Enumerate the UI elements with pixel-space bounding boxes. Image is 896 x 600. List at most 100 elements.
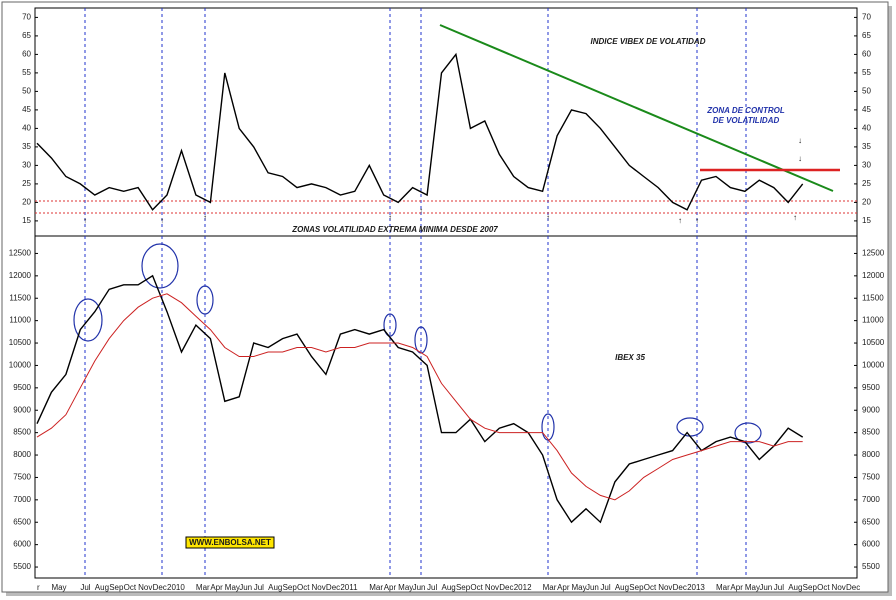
y-tick-label: 55 bbox=[22, 68, 31, 77]
annotation: DE VOLATILIDAD bbox=[713, 116, 780, 125]
y-tick-label: 55 bbox=[862, 68, 871, 77]
x-tick-label: Aug bbox=[788, 583, 802, 592]
y-tick-label: 45 bbox=[22, 105, 31, 114]
x-tick-label: Mar bbox=[369, 583, 383, 592]
svg-text:↑: ↑ bbox=[695, 216, 699, 225]
ibex-title: IBEX 35 bbox=[615, 353, 645, 362]
y-tick-label: 11000 bbox=[9, 316, 31, 325]
y-tick-label: 12500 bbox=[9, 249, 32, 258]
x-tick-label: May bbox=[745, 583, 760, 592]
trend-line bbox=[439, 24, 834, 192]
y-tick-label: 7000 bbox=[13, 495, 31, 504]
vibex-title: INDICE VIBEX DE VOLATIDAD bbox=[591, 37, 706, 46]
x-tick-label: Aug bbox=[615, 583, 629, 592]
svg-text:↓: ↓ bbox=[798, 136, 802, 145]
x-tick-label: Aug bbox=[441, 583, 455, 592]
x-tick-label: Oct bbox=[470, 583, 483, 592]
y-tick-label: 9500 bbox=[862, 383, 880, 392]
y-tick-label: 12000 bbox=[862, 271, 885, 280]
y-tick-label: 35 bbox=[862, 142, 871, 151]
x-tick-label: Sep bbox=[283, 583, 298, 592]
x-tick-label: Jul bbox=[80, 583, 90, 592]
x-tick-label: Nov bbox=[311, 583, 325, 592]
series-line bbox=[36, 293, 803, 501]
x-tick-label: Dec bbox=[326, 583, 340, 592]
svg-text:↑: ↑ bbox=[388, 213, 392, 222]
frame bbox=[1, 1, 889, 593]
svg-text:↓: ↓ bbox=[798, 154, 802, 163]
x-tick-label: Jul bbox=[427, 583, 437, 592]
x-tick-label: Aug bbox=[95, 583, 109, 592]
y-tick-label: 60 bbox=[22, 50, 31, 59]
arrows: ↑ ↑ ↑ ↑ ↑ ↑ ↑ ↑ ↑ ↓ ↓ bbox=[83, 136, 802, 225]
y-tick-label: 8000 bbox=[13, 450, 31, 459]
y-tick-label: 12500 bbox=[862, 249, 885, 258]
x-tick-label: Apr bbox=[210, 583, 223, 592]
x-tick-label: 2013 bbox=[687, 583, 705, 592]
x-tick-label: Nov bbox=[832, 583, 846, 592]
x-tick-label: Oct bbox=[644, 583, 657, 592]
plot-border bbox=[34, 7, 858, 579]
x-tick-label: Sep bbox=[629, 583, 644, 592]
y-tick-label: 11500 bbox=[9, 293, 31, 302]
y-tick-label: 10500 bbox=[9, 338, 32, 347]
y-tick-label: 70 bbox=[862, 13, 871, 22]
reference-lines bbox=[84, 8, 747, 578]
y-tick-label: 50 bbox=[22, 87, 31, 96]
watermark: WWW.ENBOLSA.NET bbox=[189, 538, 271, 547]
y-tick-label: 40 bbox=[22, 124, 31, 133]
x-tick-label: May bbox=[398, 583, 413, 592]
x-tick-label: 2012 bbox=[514, 583, 532, 592]
x-tick-label: Oct bbox=[817, 583, 830, 592]
svg-text:↑: ↑ bbox=[546, 213, 550, 222]
x-tick-label: Apr bbox=[384, 583, 397, 592]
x-tick-label: Apr bbox=[557, 583, 570, 592]
x-tick-label: r bbox=[37, 583, 40, 592]
y-tick-label: 6000 bbox=[13, 540, 31, 549]
x-tick-label: Sep bbox=[456, 583, 471, 592]
x-tick-label: Mar bbox=[196, 583, 210, 592]
x-tick-label: Sep bbox=[803, 583, 818, 592]
y-tick-label: 15 bbox=[862, 216, 871, 225]
x-tick-label: May bbox=[225, 583, 240, 592]
y-tick-label: 10000 bbox=[9, 361, 32, 370]
y-tick-label: 8500 bbox=[13, 428, 31, 437]
y-tick-label: 20 bbox=[22, 198, 31, 207]
x-tick-label: Jul bbox=[600, 583, 610, 592]
y-tick-label: 6500 bbox=[13, 517, 31, 526]
y-tick-label: 9000 bbox=[862, 405, 880, 414]
x-tick-label: Apr bbox=[730, 583, 743, 592]
y-tick-label: 60 bbox=[862, 50, 871, 59]
y-tick-label: 7500 bbox=[13, 473, 31, 482]
y-tick-label: 70 bbox=[22, 13, 31, 22]
svg-text:↑: ↑ bbox=[83, 216, 87, 225]
x-tick-label: Oct bbox=[124, 583, 137, 592]
x-tick-label: Jun bbox=[413, 583, 426, 592]
x-tick-label: Jul bbox=[774, 583, 784, 592]
x-tick-label: Jun bbox=[239, 583, 252, 592]
x-tick-label: 2010 bbox=[167, 583, 185, 592]
x-tick-label: Jul bbox=[254, 583, 264, 592]
x-tick-label: Jun bbox=[759, 583, 772, 592]
x-tick-label: Jun bbox=[586, 583, 599, 592]
x-tick-label: May bbox=[572, 583, 587, 592]
y-tick-label: 40 bbox=[862, 124, 871, 133]
svg-text:↑: ↑ bbox=[160, 216, 164, 225]
annotation: ZONAS VOLATILIDAD EXTREMA MINIMA DESDE 2… bbox=[291, 225, 498, 234]
y-tick-label: 30 bbox=[22, 161, 31, 170]
y-tick-label: 11500 bbox=[862, 293, 884, 302]
svg-text:↑: ↑ bbox=[419, 206, 423, 215]
x-tick-label: Nov bbox=[485, 583, 499, 592]
y-tick-label: 35 bbox=[22, 142, 31, 151]
y-tick-label: 30 bbox=[862, 161, 871, 170]
y-tick-label: 65 bbox=[22, 31, 31, 40]
svg-text:↑: ↑ bbox=[793, 213, 797, 222]
watermark-box bbox=[185, 536, 275, 549]
x-tick-label: 2011 bbox=[340, 583, 358, 592]
x-tick-label: Nov bbox=[658, 583, 672, 592]
y-tick-label: 11000 bbox=[862, 316, 884, 325]
y-tick-label: 5500 bbox=[13, 562, 31, 571]
y-tick-label: 15 bbox=[22, 216, 31, 225]
y-tick-label: 7000 bbox=[862, 495, 880, 504]
